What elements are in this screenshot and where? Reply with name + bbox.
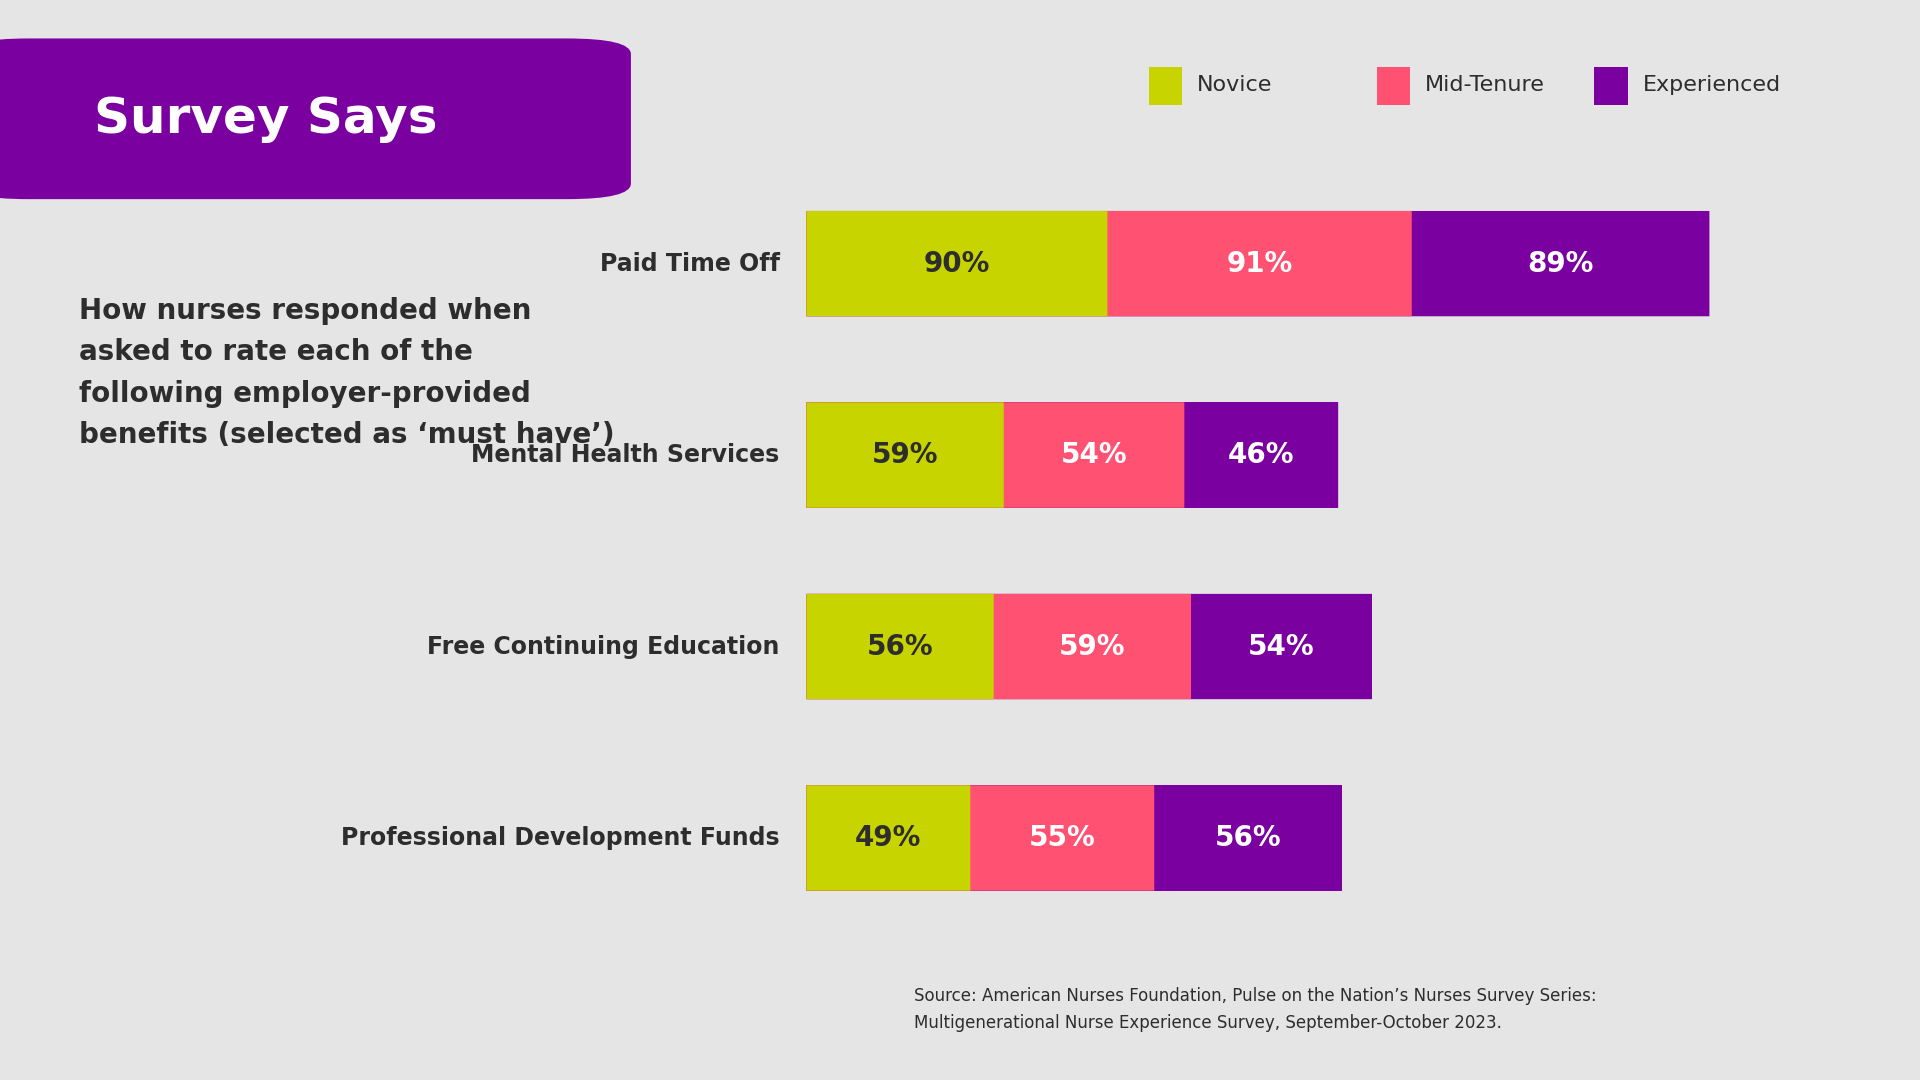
Text: 59%: 59% <box>872 441 939 469</box>
Text: Professional Development Funds: Professional Development Funds <box>342 826 780 850</box>
Text: 59%: 59% <box>1060 633 1125 661</box>
Bar <box>806 211 1108 316</box>
Text: 54%: 54% <box>1248 633 1315 661</box>
FancyBboxPatch shape <box>806 211 1108 316</box>
Text: 89%: 89% <box>1528 249 1594 278</box>
Text: 56%: 56% <box>1215 824 1281 852</box>
FancyBboxPatch shape <box>806 403 1185 508</box>
Text: 90%: 90% <box>924 249 991 278</box>
FancyBboxPatch shape <box>0 39 632 199</box>
Bar <box>806 403 1004 508</box>
Text: Experienced: Experienced <box>1644 75 1782 95</box>
Text: 49%: 49% <box>854 824 922 852</box>
Bar <box>1411 211 1709 316</box>
FancyBboxPatch shape <box>806 403 1338 508</box>
Bar <box>806 785 970 891</box>
Bar <box>1108 211 1411 316</box>
Text: 55%: 55% <box>1029 824 1096 852</box>
FancyBboxPatch shape <box>806 594 995 699</box>
FancyBboxPatch shape <box>806 594 1190 699</box>
Text: Source: American Nurses Foundation, Pulse on the Nation’s Nurses Survey Series:
: Source: American Nurses Foundation, Puls… <box>914 987 1597 1032</box>
Text: 56%: 56% <box>866 633 933 661</box>
FancyBboxPatch shape <box>806 594 1371 699</box>
Text: Survey Says: Survey Says <box>94 95 438 143</box>
Text: 54%: 54% <box>1060 441 1127 469</box>
Bar <box>995 594 1190 699</box>
Text: Mid-Tenure: Mid-Tenure <box>1425 75 1546 95</box>
Text: Paid Time Off: Paid Time Off <box>599 252 780 275</box>
FancyBboxPatch shape <box>806 785 1154 891</box>
Text: Mental Health Services: Mental Health Services <box>472 443 780 467</box>
FancyBboxPatch shape <box>806 211 1709 316</box>
Bar <box>1190 594 1371 699</box>
Bar <box>970 785 1154 891</box>
FancyBboxPatch shape <box>1594 67 1628 105</box>
Text: Free Continuing Education: Free Continuing Education <box>428 635 780 659</box>
Text: 91%: 91% <box>1227 249 1292 278</box>
Text: Novice: Novice <box>1198 75 1273 95</box>
Text: 46%: 46% <box>1229 441 1294 469</box>
FancyBboxPatch shape <box>806 211 1411 316</box>
Bar <box>806 594 995 699</box>
Text: How nurses responded when
asked to rate each of the
following employer-provided
: How nurses responded when asked to rate … <box>79 297 614 449</box>
FancyBboxPatch shape <box>806 785 970 891</box>
Bar <box>1185 403 1338 508</box>
FancyBboxPatch shape <box>806 403 1004 508</box>
Bar <box>1004 403 1185 508</box>
FancyBboxPatch shape <box>1148 67 1181 105</box>
FancyBboxPatch shape <box>1377 67 1409 105</box>
FancyBboxPatch shape <box>806 785 1342 891</box>
Bar <box>1154 785 1342 891</box>
